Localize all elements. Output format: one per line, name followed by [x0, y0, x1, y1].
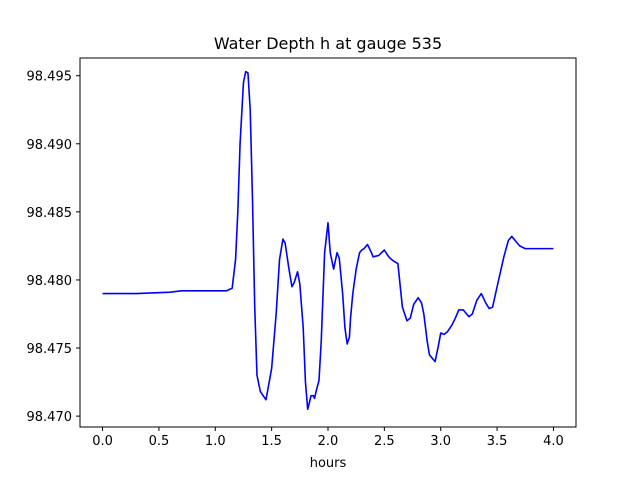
plot-frame	[79, 57, 577, 428]
x-tick-label: 1.5	[261, 434, 282, 449]
y-tick-label: 98.475	[27, 342, 73, 357]
x-axis-label: hours	[310, 456, 347, 471]
plot-area	[79, 57, 577, 428]
series-line-0	[102, 70, 554, 411]
x-tick-label: 4.0	[543, 434, 564, 449]
y-tick-label: 98.485	[27, 206, 73, 221]
y-tick-label: 98.470	[27, 410, 73, 425]
x-tick-label: 0.5	[149, 434, 170, 449]
y-axis: 98.470 98.475 98.480 98.485 98.490 98.495	[27, 70, 80, 425]
x-tick-label: 3.0	[430, 434, 451, 449]
x-axis: 0.0 0.5 1.0 1.5 2.0 2.5 3.0 3.5 4.0	[92, 427, 564, 449]
y-tick-label: 98.490	[27, 138, 73, 153]
x-tick-label: 2.0	[318, 434, 339, 449]
x-tick-label: 1.0	[205, 434, 226, 449]
y-tick-label: 98.495	[27, 70, 73, 85]
x-tick-label: 0.0	[92, 434, 113, 449]
x-tick-label: 3.5	[487, 434, 508, 449]
y-tick-label: 98.480	[27, 274, 73, 289]
x-tick-label: 2.5	[374, 434, 395, 449]
chart-title: Water Depth h at gauge 535	[214, 34, 442, 53]
